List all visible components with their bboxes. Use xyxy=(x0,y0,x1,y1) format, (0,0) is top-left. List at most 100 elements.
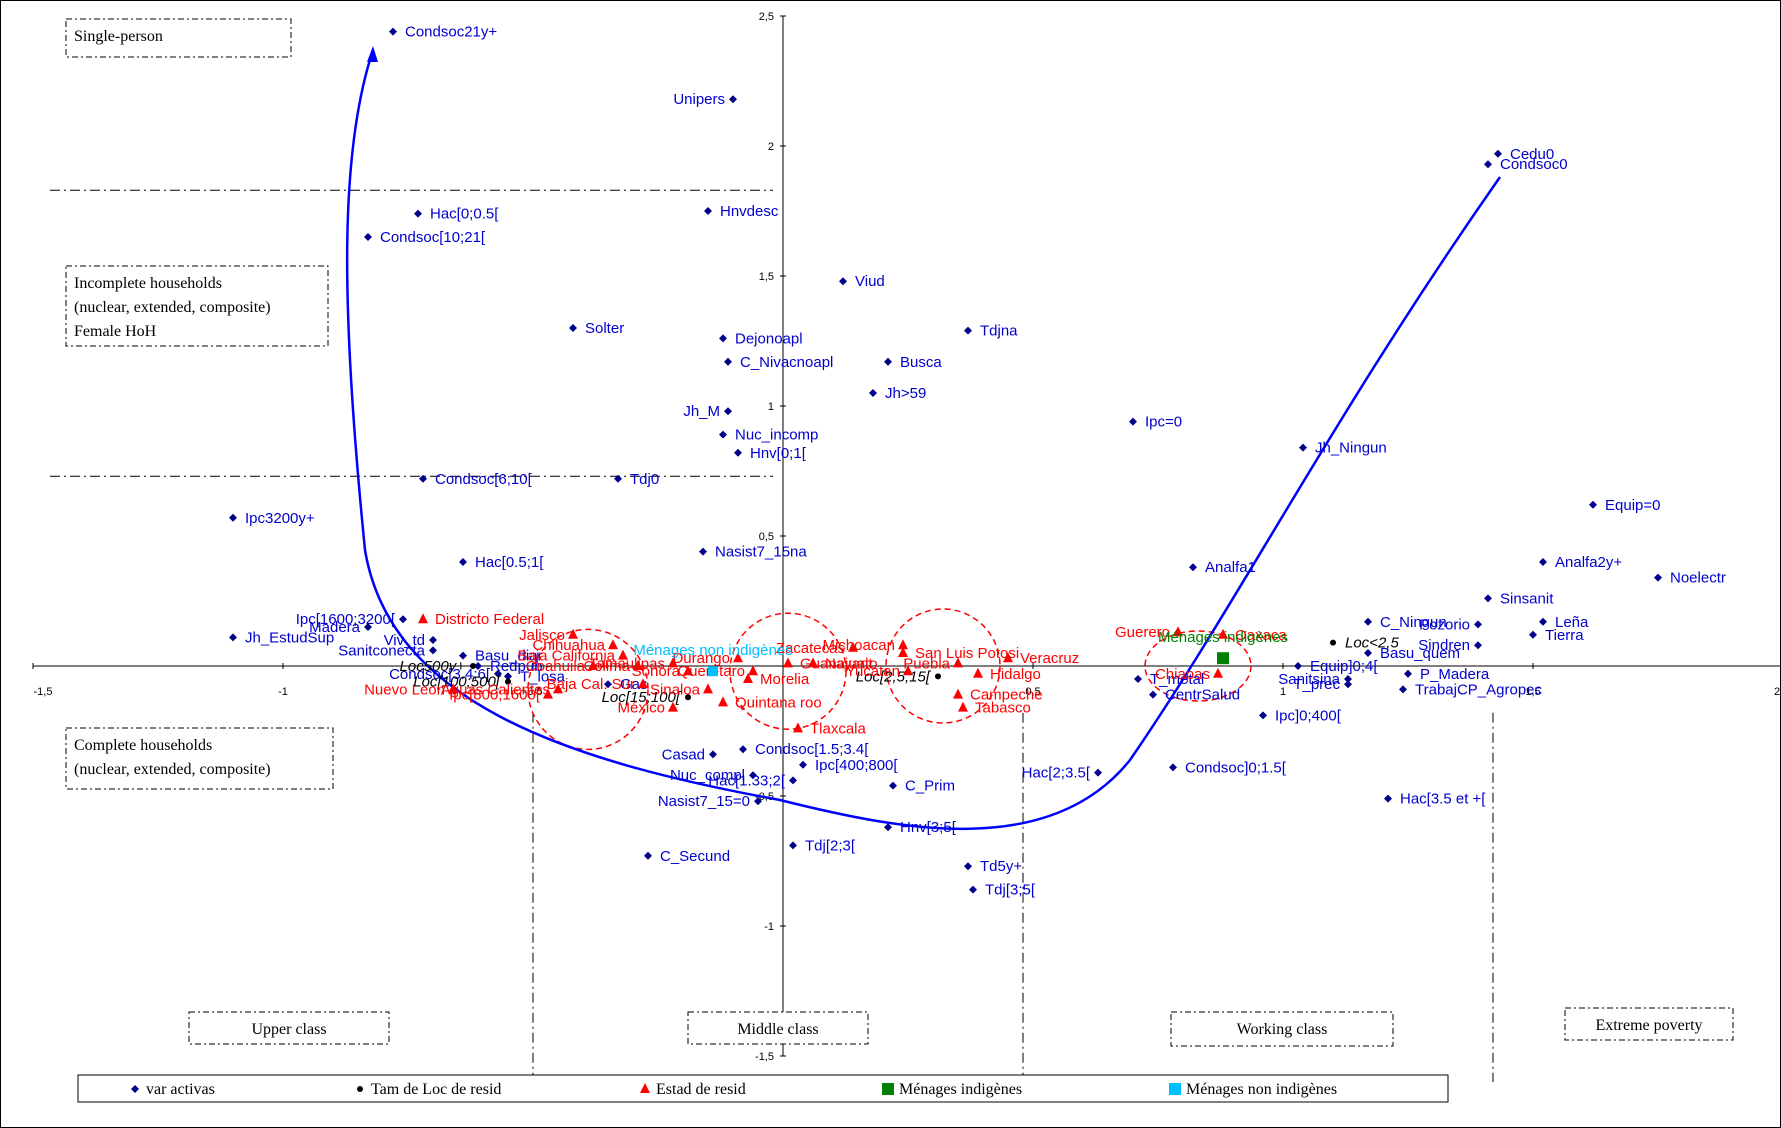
point-var-activas xyxy=(474,662,482,670)
y-tick-label: 0,5 xyxy=(759,531,774,543)
point-var-activas xyxy=(1169,763,1177,772)
point-var-activas xyxy=(1189,563,1197,572)
point-indigenes xyxy=(1217,652,1229,665)
point-label: Analfa1 xyxy=(1205,559,1256,576)
point-label: Yucatan xyxy=(846,663,900,680)
point-label: Condsoc0 xyxy=(1500,156,1568,173)
point-var-activas xyxy=(494,669,502,678)
box-incomplete-households-text: (nuclear, extended, composite) xyxy=(74,299,271,316)
point-var-activas xyxy=(429,646,437,655)
x-tick-label: 0,5 xyxy=(1025,686,1040,698)
y-tick-label: 1,5 xyxy=(759,271,774,283)
box-upper-class-frame xyxy=(188,1011,390,1045)
point-estad xyxy=(618,649,628,660)
point-label: Ménages indigènes xyxy=(1158,629,1288,646)
point-label: TrabajCP_Agropec xyxy=(1415,681,1543,698)
point-label: Puebla xyxy=(903,655,950,672)
point-var-activas xyxy=(884,357,892,366)
point-label: Noelectr xyxy=(1670,570,1726,587)
point-label: Tdj[3;5[ xyxy=(985,882,1036,899)
legend-marker xyxy=(640,1083,650,1093)
point-label: Sinaloa xyxy=(650,681,701,698)
point-label: Tierra xyxy=(1545,627,1584,644)
point-estad xyxy=(743,673,753,683)
y-tick-label: 2 xyxy=(768,141,774,153)
point-var-activas xyxy=(1299,443,1307,452)
point-label: Hidalgo xyxy=(990,666,1041,683)
point-label: Ipc[1600;3200[ xyxy=(296,611,396,628)
point-label: Hac[1.33;2[ xyxy=(708,772,786,789)
box-incomplete-households-text: Female HoH xyxy=(74,323,157,340)
point-var-activas xyxy=(1399,685,1407,694)
point-tam-loc xyxy=(685,694,691,701)
box-single-person-text: Single-person xyxy=(74,28,163,45)
point-var-activas xyxy=(1129,417,1137,426)
point-label: Condsoc21y+ xyxy=(405,24,497,41)
point-label: Aguas Calientes xyxy=(441,681,550,698)
point-var-activas xyxy=(1484,594,1492,603)
point-var-activas xyxy=(1474,641,1482,650)
point-var-activas xyxy=(719,334,727,343)
point-label: Nayarit xyxy=(825,655,873,672)
series-3: Ménages indigènes xyxy=(1158,629,1288,665)
point-var-activas xyxy=(884,823,892,832)
point-label: Hnv[0;1[ xyxy=(750,445,807,462)
point-label: Sanitsina xyxy=(1278,671,1340,688)
point-label: Equip]0;4[ xyxy=(1310,658,1378,675)
point-var-activas xyxy=(604,680,612,689)
point-var-activas xyxy=(614,474,622,483)
point-label: Viud xyxy=(855,273,885,290)
point-var-activas xyxy=(749,771,757,780)
point-var-activas xyxy=(964,326,972,335)
point-label: Morelia xyxy=(760,671,810,688)
legend: var activas Tam de Loc de resid Estad de r… xyxy=(77,1074,1449,1103)
point-label: Td5y+ xyxy=(980,858,1022,875)
point-var-activas xyxy=(414,209,422,218)
point-var-activas xyxy=(459,651,467,660)
point-label: Basu_diar xyxy=(475,648,543,665)
point-label: Loc[2,5;15[ xyxy=(856,668,932,685)
point-var-activas xyxy=(644,851,652,860)
point-var-activas xyxy=(1259,711,1267,720)
legend-marker xyxy=(882,1083,894,1095)
point-label: Loc[15;100[ xyxy=(602,689,682,706)
point-var-activas xyxy=(1404,669,1412,678)
point-label: San Luis Potosi xyxy=(915,645,1019,662)
point-estad xyxy=(608,639,618,650)
reference-lines xyxy=(50,189,1494,1082)
point-tam-loc xyxy=(470,663,476,669)
y-tick-label: -1 xyxy=(764,921,774,933)
point-label: Condsoc[3.4;6[ xyxy=(389,666,491,683)
point-var-activas xyxy=(229,633,237,642)
box-upper-class-text: Upper class xyxy=(251,1021,326,1038)
point-label: Quintana roo xyxy=(735,694,822,711)
legend-marker xyxy=(1169,1083,1181,1095)
point-label: Condsoc[6;10[ xyxy=(435,471,533,488)
trajectory-curve xyxy=(345,46,1502,831)
point-label: Hnv[3;5[ xyxy=(900,819,957,836)
cluster-ellipses xyxy=(527,608,1252,751)
point-label: T_prec xyxy=(1293,676,1340,693)
point-label: C_Ningun xyxy=(1380,614,1447,631)
point-var-activas xyxy=(399,615,407,624)
point-estad xyxy=(898,639,908,650)
point-var-activas xyxy=(1589,500,1597,509)
box-single-person-frame xyxy=(65,18,292,58)
y-tick-label: -1,5 xyxy=(755,1051,774,1063)
point-estad xyxy=(733,652,743,663)
point-var-activas xyxy=(739,745,747,754)
point-var-activas xyxy=(709,750,717,759)
point-estad xyxy=(718,696,728,707)
point-label: Gas xyxy=(620,676,648,693)
point-estad xyxy=(668,657,678,668)
point-label: Veracruz xyxy=(1020,650,1079,667)
point-tam-loc xyxy=(505,678,511,685)
point-label: Nuevo Leon xyxy=(364,681,445,698)
point-label: Nasist7_15na xyxy=(715,544,807,561)
annotation-boxes: Single-person Incomplete households (nucle… xyxy=(65,18,1734,1047)
box-incomplete-households-frame xyxy=(65,265,329,347)
point-label: Campeche xyxy=(970,687,1043,704)
point-label: Michoacan xyxy=(822,637,895,654)
point-label: T_metal xyxy=(1150,671,1204,688)
